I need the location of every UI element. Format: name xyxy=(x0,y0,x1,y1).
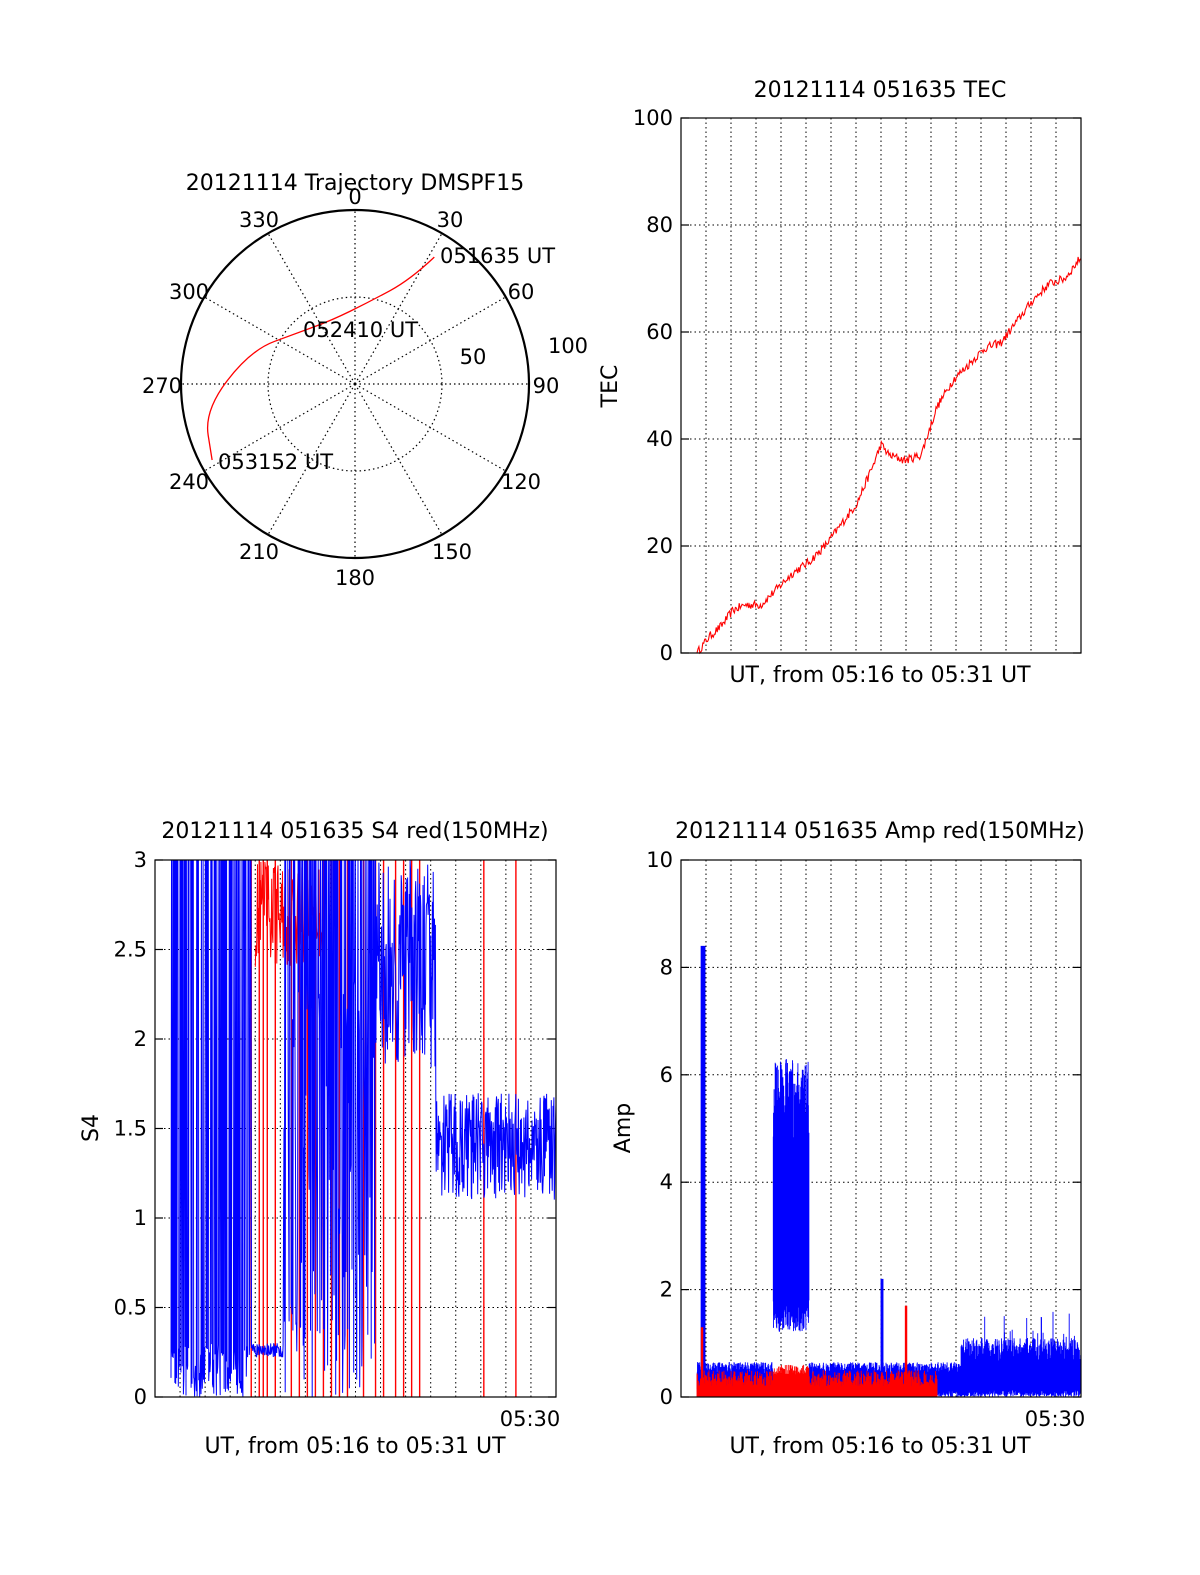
polar-spoke xyxy=(267,383,356,535)
y-tick-label: 3 xyxy=(134,848,147,872)
polar-outer-ring xyxy=(179,208,531,560)
polar-time-annotation: 053152 UT xyxy=(218,450,333,474)
amp-title: 20121114 051635 Amp red(150MHz) xyxy=(675,819,1085,844)
y-tick-label: 8 xyxy=(660,955,673,979)
s4-xlabel: UT, from 05:16 to 05:31 UT xyxy=(204,1434,506,1459)
y-tick-label: 1 xyxy=(134,1206,147,1230)
tec-line xyxy=(696,256,1082,655)
polar-azimuth-label: 270 xyxy=(142,374,182,398)
s4-frame xyxy=(154,859,557,1398)
tec-plot: 20121114 051635 TEC 0 20 40 60 80 100 UT, fro… xyxy=(598,78,1082,688)
y-tick-label: 0 xyxy=(134,1385,147,1409)
polar-azimuth-label: 120 xyxy=(501,470,541,494)
y-tick-label: 4 xyxy=(660,1170,673,1194)
polar-azimuth-label: 30 xyxy=(437,208,464,232)
tec-grid xyxy=(681,117,1081,654)
polar-azimuth-labels: 0 30 60 90 120 150 180 210 240 270 300 330 xyxy=(142,185,559,590)
y-tick-label: 60 xyxy=(646,320,673,344)
polar-azimuth-label: 150 xyxy=(432,540,472,564)
polar-azimuth-label: 330 xyxy=(239,208,279,232)
amp-plot: 20121114 051635 Amp red(150MHz) 0246810 … xyxy=(611,819,1085,1459)
amp-frame xyxy=(680,859,1082,1398)
polar-azimuth-label: 90 xyxy=(533,374,560,398)
polar-annotations: 051635 UT 052410 UT 053152 UT xyxy=(218,244,555,474)
y-tick-label: 40 xyxy=(646,427,673,451)
polar-azimuth-label: 210 xyxy=(239,540,279,564)
tec-title: 20121114 051635 TEC xyxy=(754,78,1007,103)
y-tick-label: 10 xyxy=(646,848,673,872)
amp-xlabel: UT, from 05:16 to 05:31 UT xyxy=(729,1434,1031,1459)
polar-spoke xyxy=(354,296,506,385)
polar-spoke xyxy=(354,233,443,385)
y-tick-label: 6 xyxy=(660,1063,673,1087)
s4-blue-series xyxy=(170,859,557,1397)
polar-radial-label: 100 xyxy=(548,334,588,358)
amp-blue-series xyxy=(696,945,1082,1397)
y-tick-label: 0.5 xyxy=(114,1296,147,1320)
s4-series xyxy=(170,859,557,1397)
y-tick-label: 20 xyxy=(646,534,673,558)
polar-time-annotation: 051635 UT xyxy=(440,244,555,268)
amp-ylabel: Amp xyxy=(611,1103,636,1153)
polar-title: 20121114 Trajectory DMSPF15 xyxy=(186,171,524,196)
polar-azimuth-label: 240 xyxy=(169,470,209,494)
polar-trajectory-plot: 20121114 Trajectory DMSPF15 0 30 60 90 120 15… xyxy=(142,171,588,590)
polar-azimuth-label: 180 xyxy=(335,566,375,590)
amp-y-ticks: 0 2 4 6 8 10 xyxy=(646,848,673,1409)
y-tick-label: 1.5 xyxy=(114,1117,147,1141)
polar-grid xyxy=(179,208,531,560)
tec-ylabel: TEC xyxy=(598,365,623,409)
polar-azimuth-label: 300 xyxy=(169,280,209,304)
y-tick-label: 0 xyxy=(660,1385,673,1409)
y-tick-label: 2.5 xyxy=(114,938,147,962)
y-tick-label: 2 xyxy=(134,1027,147,1051)
y-tick-label: 100 xyxy=(633,106,673,130)
s4-ylabel: S4 xyxy=(79,1114,104,1142)
polar-spoke xyxy=(204,296,356,385)
amp-red-series xyxy=(696,1305,938,1397)
tec-frame xyxy=(680,117,1082,654)
y-tick-label: 2 xyxy=(660,1278,673,1302)
tec-series xyxy=(696,256,1082,655)
s4-title: 20121114 051635 S4 red(150MHz) xyxy=(161,819,548,844)
polar-spoke xyxy=(354,383,443,535)
polar-radial-label: 50 xyxy=(460,345,487,369)
polar-trajectory-line xyxy=(206,256,435,461)
polar-azimuth-label: 60 xyxy=(508,280,535,304)
tec-xlabel: UT, from 05:16 to 05:31 UT xyxy=(729,663,1031,688)
polar-time-annotation: 052410 UT xyxy=(303,318,418,342)
tec-y-ticks: 0 20 40 60 80 100 xyxy=(633,106,673,665)
amp-xtick: 05:30 xyxy=(1025,1407,1086,1431)
amp-series xyxy=(696,945,1082,1397)
polar-spoke xyxy=(204,383,356,472)
y-tick-label: 80 xyxy=(646,213,673,237)
polar-radial-labels: 50 100 xyxy=(460,334,588,369)
polar-trajectory-series xyxy=(206,256,435,461)
polar-azimuth-label: 0 xyxy=(348,185,361,209)
s4-xtick: 05:30 xyxy=(500,1407,561,1431)
y-tick-label: 0 xyxy=(660,641,673,665)
polar-spoke xyxy=(267,233,356,385)
polar-spoke xyxy=(354,383,506,472)
s4-y-ticks: 0 0.5 1 1.5 2 2.5 3 xyxy=(114,848,147,1409)
s4-plot: 20121114 051635 S4 red(150MHz) 0 0.5 1 1.5 2… xyxy=(79,819,560,1459)
